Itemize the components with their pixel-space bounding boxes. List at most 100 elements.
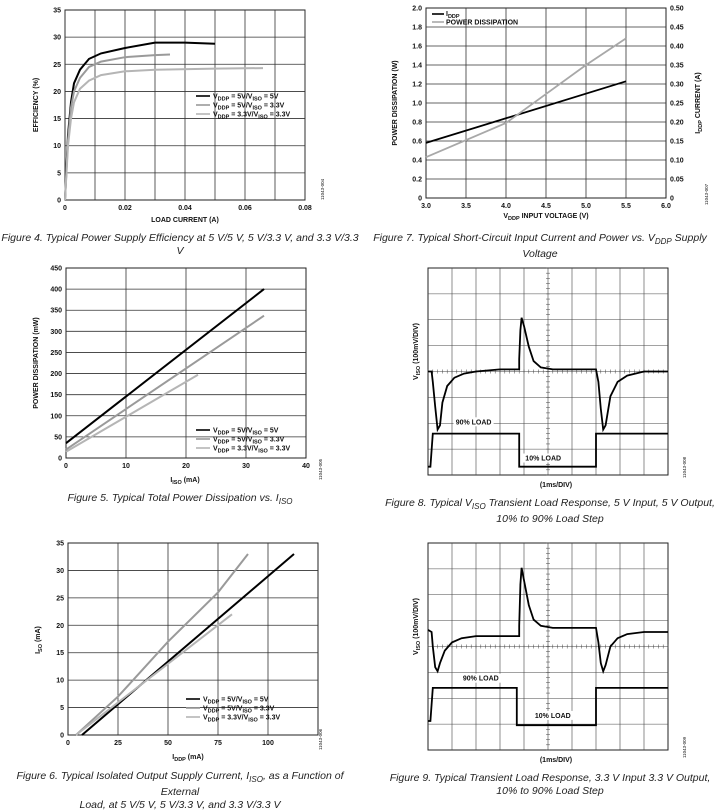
x-tick-label: 0.02 (118, 205, 132, 212)
y-axis-label: ISO (mA) (35, 626, 44, 654)
x-axis-label: LOAD CURRENT (A) (151, 217, 219, 224)
y-axis-label: VISO (100mV/DIV) (413, 323, 422, 380)
chart-fig6: 0 25 50 75 100 0 5 10 15 20 25 30 35 IDDP (mA) ISO (mA… (35, 541, 323, 764)
series-line (64, 41, 216, 201)
y-tick-label: 30 (56, 568, 64, 575)
y-tick-label: 20 (56, 623, 64, 630)
y-tick-label: 25 (53, 62, 61, 69)
series-line (425, 80, 627, 144)
y-tick-label: 20 (53, 89, 61, 96)
y-tick-label: 400 (50, 287, 62, 294)
x-tick-label: 4.5 (541, 203, 551, 210)
figure-code: 11043-007 (704, 183, 709, 205)
y2-tick-label: 0.45 (670, 25, 684, 32)
y2-tick-label: 0.35 (670, 63, 684, 70)
figure-code: 11043-006 (318, 728, 323, 750)
caption-fig6: Figure 6. Typical Isolated Output Supply… (16, 770, 344, 812)
x-tick-label: 3.5 (461, 203, 471, 210)
chart-fig5: 0 10 20 30 40050100150200250300350400450IISO… (33, 266, 323, 487)
y-tick-label: 35 (56, 541, 64, 548)
x-tick-label: 0.04 (178, 205, 192, 212)
y-tick-label: 1.2 (412, 82, 422, 89)
x-tick-label: 6.0 (661, 203, 671, 210)
legend-label: VDDP = 5V/VISO = 5V (213, 428, 279, 437)
y2-tick-label: 0.40 (670, 44, 684, 51)
annotation-90-load: 90% LOAD (463, 676, 499, 683)
y-tick-label: 1.6 (412, 44, 422, 51)
y-tick-label: 35 (53, 8, 61, 15)
viso-trace (427, 567, 668, 675)
x-tick-label: 5.5 (621, 203, 631, 210)
viso-trace (428, 317, 668, 433)
x-tick-label: 0 (66, 740, 70, 747)
legend-label: VDDP = 5V/VISO = 3.3V (213, 103, 285, 112)
y-tick-label: 25 (56, 595, 64, 602)
x-tick-label: 3.0 (421, 203, 431, 210)
y-tick-label: 10 (56, 678, 64, 685)
caption-fig7: Figure 7. Typical Short-Circuit Input Cu… (373, 232, 707, 261)
y-tick-label: 0 (57, 198, 61, 205)
y-tick-label: 450 (50, 266, 62, 273)
caption-fig8: Figure 8. Typical VISO Transient Load Re… (385, 497, 715, 526)
x-tick-label: 4.0 (501, 203, 511, 210)
load-trace (428, 432, 668, 468)
x-axis-label: VDDP INPUT VOLTAGE (V) (503, 213, 588, 222)
caption-fig4: Figure 4. Typical Power Supply Efficienc… (1, 232, 359, 257)
y-tick-label: 15 (53, 116, 61, 123)
x-tick-label: 75 (214, 740, 222, 747)
annotation-90-load: 90% LOAD (456, 419, 492, 426)
legend-label: VDDP = 5V/VISO = 5V (203, 697, 269, 706)
y-tick-label: 15 (56, 650, 64, 657)
series-line (64, 67, 264, 201)
x-axis-label: (1ms/DIV) (540, 482, 572, 489)
y2-tick-label: 0.20 (670, 120, 684, 127)
y-tick-label: 1.4 (412, 63, 422, 70)
series-line (65, 288, 265, 444)
label-bg (523, 453, 564, 463)
y-tick-label: 0.2 (412, 177, 422, 184)
y-tick-label: 0.8 (412, 120, 422, 127)
series-line (65, 314, 265, 451)
y-tick-label: 1.8 (412, 25, 422, 32)
label-bg (532, 710, 573, 720)
chart-fig7: 3.0 3.5 4.0 4.5 5.0 5.5 6.000.20.40.60.81.01.2… (392, 6, 709, 223)
y-tick-label: 2.0 (412, 6, 422, 13)
caption-fig9: Figure 9. Typical Transient Load Respons… (389, 772, 711, 797)
x-tick-label: 40 (302, 463, 310, 470)
x-tick-label: 20 (182, 463, 190, 470)
x-tick-label: 0.06 (238, 205, 252, 212)
y-axis-label: EFFICIENCY (%) (33, 78, 40, 132)
y-tick-label: 100 (50, 413, 62, 420)
label-bg (453, 417, 494, 427)
x-tick-label: 0 (64, 463, 68, 470)
x-tick-label: 30 (242, 463, 250, 470)
y-tick-label: 150 (50, 392, 62, 399)
y2-tick-label: 0 (670, 196, 674, 203)
label-bg (460, 673, 501, 683)
y2-tick-label: 0.15 (670, 139, 684, 146)
series-line (425, 37, 627, 159)
y2-tick-label: 0.25 (670, 101, 684, 108)
x-tick-label: 100 (262, 740, 274, 747)
chart-fig4: 0 0.02 0.04 0.06 0.08 0 5 10 15 20 25 30 35 LOAD CURR… (33, 8, 325, 225)
x-axis-label: IISO (mA) (170, 477, 199, 486)
x-tick-label: 25 (114, 740, 122, 747)
y-tick-label: 0 (60, 733, 64, 740)
series-line (64, 53, 171, 201)
y-tick-label: 5 (60, 705, 64, 712)
chart-fig9: 90% LOAD 10% LOAD (1ms/DIV) VISO (100mV/DIV… (413, 542, 669, 764)
legend-label: POWER DISSIPATION (446, 20, 518, 27)
x-tick-label: 10 (122, 463, 130, 470)
chart-fig8: 90% LOAD 10% LOAD (1ms/DIV) VISO (100mV/DIV… (413, 267, 669, 489)
y-tick-label: 0 (418, 196, 422, 203)
y-tick-label: 0.6 (412, 139, 422, 146)
x-tick-label: 5.0 (581, 203, 591, 210)
y2-tick-label: 0.10 (670, 158, 684, 165)
y-axis-label: POWER DISSIPATION (mW) (33, 317, 40, 409)
legend-label: VDDP = 5V/VISO = 5V (213, 94, 279, 103)
y2-axis-label: IDDP CURRENT (A) (695, 72, 704, 133)
y-tick-label: 0 (58, 456, 62, 463)
figure-code: 11043-004 (320, 178, 325, 200)
figure-code: 11043-008 (682, 456, 687, 478)
